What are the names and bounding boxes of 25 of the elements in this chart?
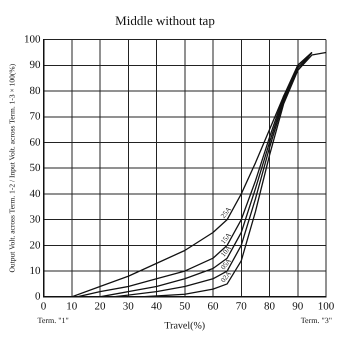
y-tick-label: 20 bbox=[30, 239, 41, 252]
x-tick-label: 100 bbox=[318, 300, 335, 312]
y-tick-label: 90 bbox=[30, 59, 41, 72]
text: Term. "1" bbox=[38, 316, 69, 325]
y-tick-label: 80 bbox=[30, 84, 41, 97]
y-tick-label: 60 bbox=[30, 136, 41, 148]
x-tick-label: 40 bbox=[151, 300, 162, 312]
text: Term. "3" bbox=[300, 316, 332, 325]
x-tick-label: 90 bbox=[292, 300, 304, 312]
y-tick-label: 0 bbox=[35, 290, 41, 303]
y-tick-label: 50 bbox=[30, 162, 41, 174]
x-tick-label: 50 bbox=[179, 300, 191, 312]
chart-title: Middle without tap bbox=[115, 13, 215, 28]
x-tick-label: 70 bbox=[236, 300, 248, 312]
x-tick-label: 20 bbox=[94, 300, 106, 312]
y-tick-label: 100 bbox=[24, 33, 41, 46]
x-tick-label: 30 bbox=[122, 300, 134, 312]
y-tick-label: 30 bbox=[30, 214, 41, 226]
y-tick-label: 40 bbox=[30, 188, 41, 200]
x-axis-title: Travel(%) bbox=[164, 320, 206, 332]
x-tick-label: 10 bbox=[66, 300, 78, 312]
y-tick-label: 10 bbox=[30, 264, 41, 277]
y-tick-label: 70 bbox=[30, 110, 41, 123]
x-tick-label: 80 bbox=[264, 300, 276, 312]
x-tick-label: 60 bbox=[208, 300, 219, 312]
